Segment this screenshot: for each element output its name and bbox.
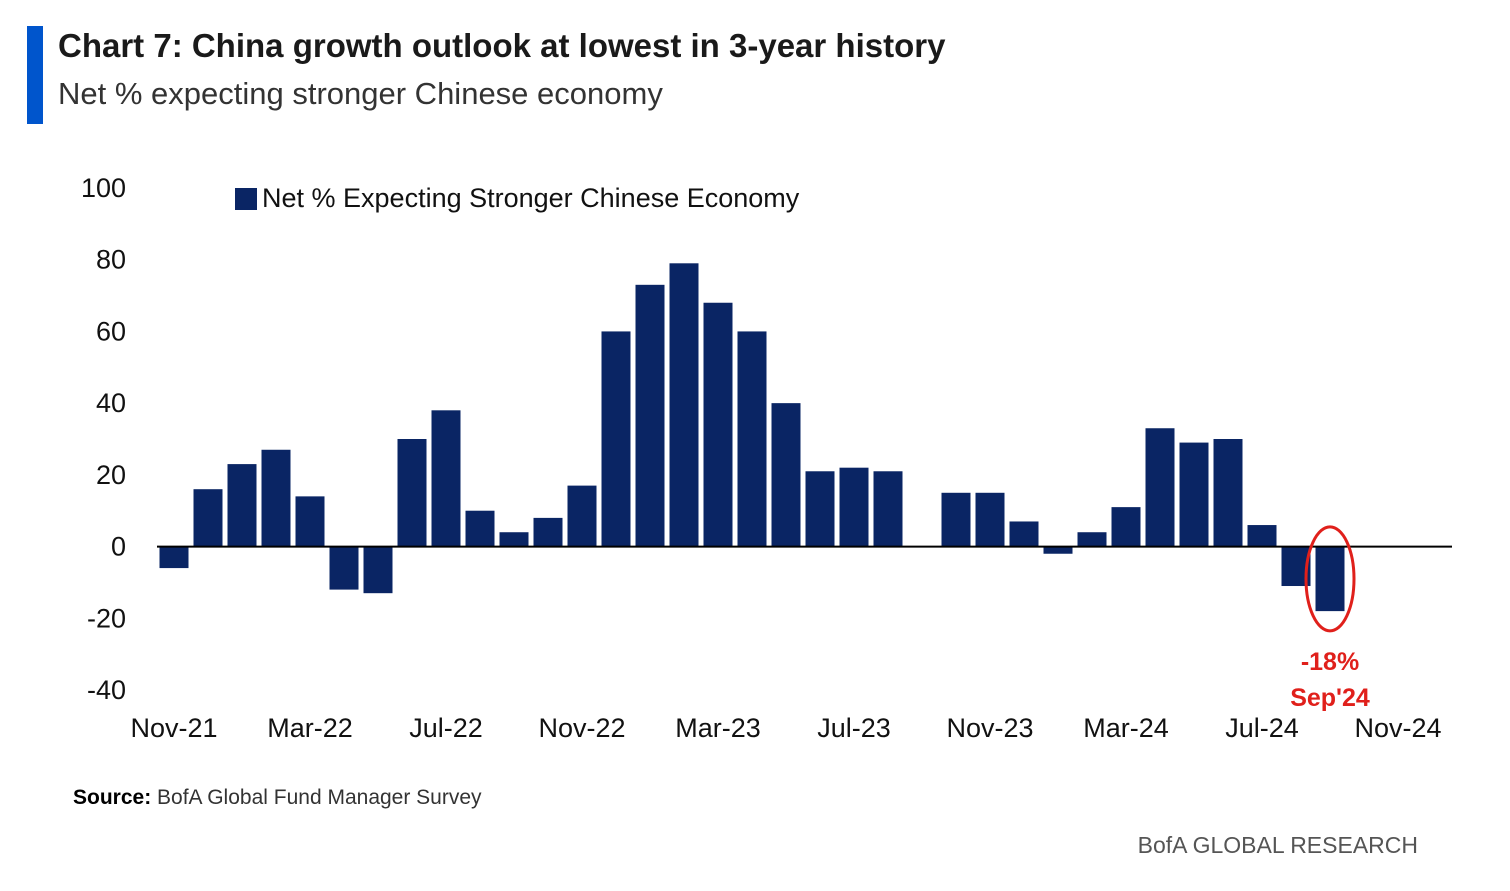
bar-jan-24 [1043,546,1073,554]
bar-nov-23 [975,492,1005,547]
bar-jun-23 [805,471,835,547]
bar-dec-21 [193,489,223,547]
highlight-ellipse [1304,525,1356,633]
source-note: Source: BofA Global Fund Manager Survey [73,786,482,810]
y-tick-label: 100 [81,173,126,203]
bar-aug-22 [465,510,495,547]
bar-apr-22 [329,546,359,590]
bar-aug-23 [873,471,903,547]
bar-jul-24 [1247,525,1277,547]
bar-oct-22 [533,517,563,547]
bar-nov-22 [567,485,597,547]
annotation-value: -18% [1301,648,1359,676]
y-tick-label: -40 [87,675,126,705]
y-tick-label: 0 [111,532,126,562]
bar-jul-22 [431,410,461,547]
bar-mar-22 [295,496,325,547]
bar-feb-23 [669,263,699,547]
x-tick-label: Jul-22 [409,713,483,743]
bar-may-22 [363,546,393,594]
bar-oct-23 [941,492,971,547]
bar-mar-24 [1111,507,1141,547]
source-text: BofA Global Fund Manager Survey [151,786,482,809]
bar-sep-24 [1315,546,1345,612]
legend-swatch [235,188,257,210]
bar-sep-22 [499,532,529,547]
legend-label: Net % Expecting Stronger Chinese Economy [262,183,800,213]
title-accent-bar [27,26,43,124]
bar-chart: -40 -20 0 20 40 60 80 100 Nov-21 Mar-22 Jul-22 Nov-… [81,173,1452,743]
bar-jul-23 [839,467,869,547]
x-tick-label: Mar-22 [267,713,353,743]
x-tick-label: Jul-23 [817,713,891,743]
chart-subtitle: Net % expecting stronger Chinese economy [58,76,663,111]
bar-apr-24 [1145,428,1175,547]
bar-dec-23 [1009,521,1039,547]
x-tick-label: Mar-23 [675,713,761,743]
bar-jun-22 [397,439,427,547]
bar-apr-23 [737,331,767,547]
x-tick-label: Nov-23 [946,713,1033,743]
bar-feb-24 [1077,532,1107,547]
source-label: Source: [73,786,152,809]
bar-nov-21 [159,546,189,569]
annotation-date: Sep'24 [1290,684,1370,712]
y-tick-label: 20 [96,460,126,490]
bar-may-24 [1179,442,1209,547]
y-tick-label: -20 [87,603,126,633]
y-tick-label: 60 [96,316,126,346]
x-tick-label: Nov-24 [1354,713,1441,743]
y-tick-label: 40 [96,388,126,418]
y-tick-label: 80 [96,245,126,275]
x-tick-label: Nov-22 [538,713,625,743]
x-tick-label: Mar-24 [1083,713,1169,743]
x-tick-label: Jul-24 [1225,713,1299,743]
bar-feb-22 [261,449,291,547]
x-tick-label: Nov-21 [130,713,217,743]
bar-dec-22 [601,331,631,547]
bar-jan-23 [635,284,665,547]
bar-jun-24 [1213,439,1243,547]
bar-mar-23 [703,302,733,547]
bar-jan-22 [227,464,257,547]
brand-footer: BofA GLOBAL RESEARCH [1137,832,1418,858]
chart-title: Chart 7: China growth outlook at lowest … [58,27,946,64]
bar-may-23 [771,403,801,547]
